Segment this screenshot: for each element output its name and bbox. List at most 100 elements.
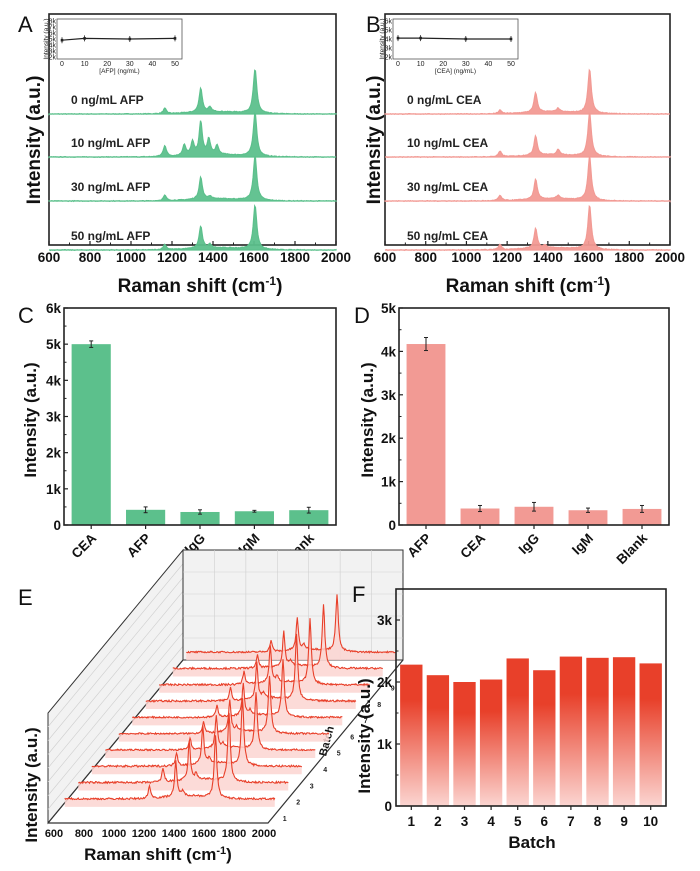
spectrum-series [384,156,671,203]
panel-e-ylabel: Intensity (a.u.) [22,727,41,842]
panel-b-ylabel: Intensity (a.u.) [364,76,385,205]
spectrum-series [48,156,337,203]
x-tick-label: 2000 [655,250,685,265]
inset-y-tick-label: 6k [385,19,393,26]
inset-x-tick-label: 30 [126,61,134,68]
x-tick-label: 1600 [192,828,216,840]
side-grid-line [47,563,184,727]
series-label: 30 ng/mL AFP [71,180,150,194]
waterfall-fill [105,692,316,758]
x-tick-label: 2000 [252,828,276,840]
x-tick-label: 600 [38,250,61,265]
bar [126,509,166,525]
batch-tick-label: 1 [283,816,287,823]
waterfall-line [64,735,276,801]
inset-x-tick-label: 50 [171,61,179,68]
panel-a-ylabel: Intensity (a.u.) [24,76,45,205]
bar [453,682,476,806]
waterfall-fill [172,604,383,677]
waterfall-line [105,692,316,752]
y-tick-label: 0 [388,518,396,533]
panel-letter-e: E [18,585,33,610]
x-tick-label: 8 [594,814,602,829]
spectrum-series [49,204,337,252]
batch-tick-label: 9 [391,685,395,692]
inset-y-tick-label: 5k [49,37,57,44]
inset-y-tick-label: 5k [385,28,393,35]
x-tick-label: 600 [45,828,63,840]
bar [568,510,608,525]
y-tick-label: 4k [46,373,62,388]
y-tick-label: 3k [46,410,62,425]
x-tick-label: 1800 [614,250,644,265]
bar [479,679,503,806]
bar [533,670,556,806]
inset-y-tick-label: 4k [49,43,57,50]
batch-tick-label: 3 [310,783,314,790]
inset-line [398,37,511,40]
bar [622,508,662,525]
inset-y-tick-label: 2k [49,55,57,62]
waterfall-fill [118,675,329,742]
x-tick-label: 1200 [132,828,156,840]
spectrum-series [384,204,671,252]
side-grid-line [47,632,184,796]
panel-d-ylabel: Intensity (a.u.) [358,362,377,477]
inset-y-tick-label: 7k [49,25,57,32]
inset-ylabel: Intensity (a.u.) [379,18,386,59]
x-tick-label: 3 [461,814,469,829]
x-tick-label: 1800 [222,828,246,840]
x-tick-label: CEA [69,530,100,561]
waterfall-fill [145,633,356,710]
y-tick-label: 0 [53,518,61,533]
panel-f: F Intensity (a.u.) Batch 1 2 3 4 5 6 7 8 9 10 0 1k 2… [352,582,667,852]
panel-f-ylabel: Intensity (a.u.) [355,678,374,793]
bar [289,510,329,525]
bar [406,344,446,525]
bar [514,506,554,525]
series-label: 0 ng/mL AFP [71,93,144,107]
batch-tick-label: 2 [296,800,300,807]
x-tick-label: AFP [404,531,434,561]
panel-d: D Intensity (a.u.) AFP CEA IgG IgM Blank 0 1k 2… [354,301,670,567]
inset-line [61,37,176,41]
x-tick-label: 1400 [162,828,186,840]
series-label: 50 ng/mL AFP [71,229,150,243]
inset-y-tick-label: 8k [49,19,57,26]
inset-y-tick-label: 4k [385,37,393,44]
x-tick-label: CEA [457,530,488,561]
batch-tick-label: 7 [364,718,368,725]
spectrum-series [48,111,337,159]
y-tick-label: 1k [381,475,397,490]
side-grid-line [47,646,184,810]
spectrum-series [48,69,337,116]
x-tick-label: 1400 [198,250,228,265]
waterfall-line [118,675,330,736]
waterfall-fill [186,594,397,661]
inset-y-tick-label: 2k [385,55,393,62]
waterfall-line [158,618,370,687]
x-tick-label: 1800 [280,250,310,265]
waterfall-fill [64,735,275,807]
inset-x-tick-label: 20 [103,61,111,68]
bar [586,657,609,806]
y-tick-label: 5k [381,301,397,316]
x-tick-label: 10 [643,814,658,829]
x-tick-label: 1600 [574,250,604,265]
batch-tick-label: 6 [350,734,354,741]
waterfall-line [131,659,343,720]
waterfall-fill [91,698,302,775]
inset-x-tick-label: 40 [485,61,493,68]
bar [506,658,529,806]
spectrum-series [385,112,671,159]
x-tick-label: IgM [569,531,596,558]
x-tick-label: 9 [620,814,628,829]
panel-letter-b: B [366,12,381,37]
panel-letter-a: A [18,12,33,37]
panel-e-xlabel: Raman shift (cm-1) [84,845,232,864]
waterfall-line [172,604,383,671]
plot-frame [395,588,667,807]
x-tick-label: 1000 [116,250,146,265]
panel-letter-c: C [18,303,34,328]
